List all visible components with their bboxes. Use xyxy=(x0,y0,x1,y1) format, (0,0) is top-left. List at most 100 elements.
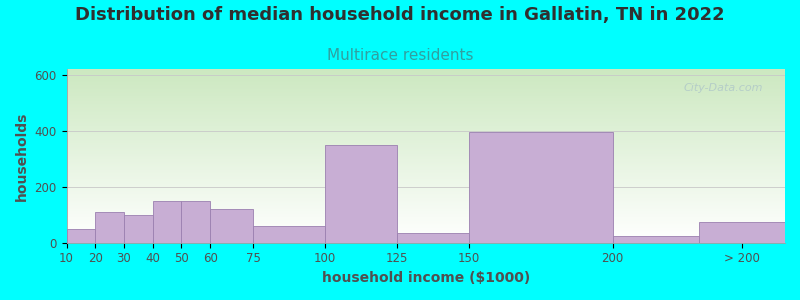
Bar xyxy=(66,182,785,184)
Bar xyxy=(66,119,785,120)
Bar xyxy=(66,127,785,128)
Bar xyxy=(66,147,785,148)
Bar xyxy=(66,85,785,86)
Bar xyxy=(66,123,785,124)
Bar xyxy=(66,179,785,180)
Bar xyxy=(66,80,785,81)
Bar xyxy=(66,190,785,192)
Bar xyxy=(66,157,785,158)
Bar xyxy=(66,84,785,85)
Bar xyxy=(66,194,785,195)
Bar xyxy=(66,156,785,157)
Bar xyxy=(66,98,785,99)
Bar xyxy=(66,212,785,213)
Bar xyxy=(66,235,785,236)
Text: City-Data.com: City-Data.com xyxy=(684,83,763,93)
Bar xyxy=(66,177,785,178)
Bar xyxy=(66,222,785,223)
Bar xyxy=(66,216,785,217)
Bar xyxy=(66,114,785,115)
Bar xyxy=(66,113,785,114)
Bar xyxy=(66,94,785,96)
Bar xyxy=(66,100,785,101)
Text: Distribution of median household income in Gallatin, TN in 2022: Distribution of median household income … xyxy=(75,6,725,24)
Bar xyxy=(66,226,785,228)
Bar xyxy=(66,152,785,154)
Bar xyxy=(66,238,785,239)
Bar xyxy=(66,173,785,174)
Bar xyxy=(66,237,785,238)
Bar xyxy=(66,139,785,140)
Bar xyxy=(66,176,785,177)
Bar xyxy=(66,143,785,144)
Bar xyxy=(66,223,785,224)
Text: Multirace residents: Multirace residents xyxy=(326,48,474,63)
Bar xyxy=(66,99,785,100)
Bar xyxy=(469,132,613,243)
Bar xyxy=(66,195,785,196)
Bar xyxy=(66,171,785,172)
Bar xyxy=(66,107,785,108)
Bar xyxy=(66,121,785,122)
Bar xyxy=(66,186,785,187)
Bar xyxy=(66,185,785,186)
Bar xyxy=(66,229,95,243)
Bar xyxy=(66,198,785,199)
Bar xyxy=(66,213,785,214)
Bar xyxy=(66,160,785,162)
Bar xyxy=(66,140,785,141)
Bar xyxy=(66,180,785,181)
Bar xyxy=(66,96,785,97)
Bar xyxy=(66,218,785,220)
Bar xyxy=(66,101,785,103)
Bar xyxy=(66,230,785,231)
X-axis label: household income ($1000): household income ($1000) xyxy=(322,271,530,285)
Bar xyxy=(698,222,785,243)
Bar xyxy=(66,78,785,80)
Bar xyxy=(66,128,785,129)
Bar xyxy=(66,162,785,163)
Bar xyxy=(66,104,785,105)
Bar xyxy=(66,236,785,237)
Bar xyxy=(66,116,785,118)
Bar xyxy=(66,129,785,130)
Bar xyxy=(66,149,785,150)
Bar xyxy=(66,165,785,166)
Bar xyxy=(66,196,785,198)
Bar xyxy=(182,201,210,243)
Bar xyxy=(66,126,785,127)
Bar xyxy=(66,242,785,243)
Bar xyxy=(66,169,785,170)
Bar xyxy=(66,81,785,82)
Bar xyxy=(66,163,785,164)
Bar xyxy=(66,82,785,83)
Bar xyxy=(66,231,785,232)
Bar xyxy=(66,76,785,77)
Bar xyxy=(66,224,785,225)
Bar xyxy=(66,187,785,188)
Bar xyxy=(66,146,785,147)
Bar xyxy=(66,151,785,152)
Bar xyxy=(66,71,785,73)
Bar xyxy=(66,88,785,89)
Bar xyxy=(153,201,182,243)
Bar xyxy=(95,212,124,243)
Bar xyxy=(66,167,785,169)
Bar xyxy=(66,232,785,233)
Bar xyxy=(66,144,785,145)
Bar xyxy=(66,86,785,88)
Bar xyxy=(66,115,785,116)
Bar xyxy=(66,92,785,93)
Bar xyxy=(66,199,785,200)
Bar xyxy=(66,90,785,91)
Bar xyxy=(66,154,785,155)
Bar xyxy=(66,74,785,75)
Bar xyxy=(66,97,785,98)
Bar xyxy=(210,209,254,243)
Bar xyxy=(66,159,785,160)
Bar xyxy=(66,202,785,203)
Bar xyxy=(66,214,785,215)
Bar xyxy=(66,75,785,76)
Bar xyxy=(66,170,785,171)
Bar xyxy=(66,108,785,110)
